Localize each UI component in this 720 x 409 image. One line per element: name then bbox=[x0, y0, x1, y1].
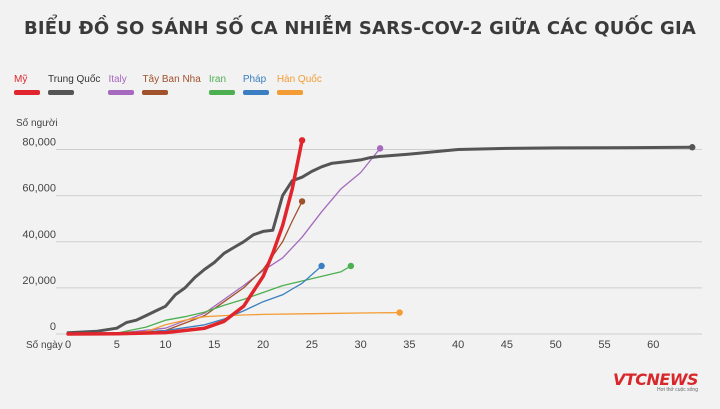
legend-item: Trung Quốc bbox=[48, 74, 100, 95]
legend-swatch bbox=[108, 90, 135, 95]
chart-title: BIỂU ĐỒ SO SÁNH SỐ CA NHIỄM SARS-COV-2 G… bbox=[23, 18, 697, 39]
legend-label: Trung Quốc bbox=[48, 74, 101, 85]
y-tick-label: 20,000 bbox=[22, 275, 56, 287]
series-line bbox=[67, 147, 381, 335]
series-line bbox=[66, 145, 694, 335]
legend-item: Tây Ban Nha bbox=[142, 74, 201, 95]
y-tick-label: 40,000 bbox=[22, 229, 56, 241]
series-end-point bbox=[298, 137, 306, 144]
legend-swatch bbox=[48, 90, 74, 95]
legend-swatch bbox=[208, 90, 235, 95]
x-tick-label: 5 bbox=[114, 339, 120, 351]
y-tick-label: 80,000 bbox=[22, 137, 56, 149]
y-tick-label: 60,000 bbox=[22, 183, 56, 195]
series-end-point bbox=[347, 262, 355, 270]
brand-name: VTCNEWS bbox=[612, 370, 699, 389]
legend-item: Hàn Quốc bbox=[276, 74, 322, 95]
legend-swatch bbox=[242, 90, 269, 95]
x-tick-label: 30 bbox=[354, 339, 366, 351]
x-tick-label: 10 bbox=[159, 339, 171, 351]
x-tick-label: 35 bbox=[403, 339, 415, 351]
x-tick-label: 55 bbox=[598, 339, 610, 351]
legend-label: Italy bbox=[108, 74, 127, 85]
legend-swatch bbox=[14, 90, 40, 95]
y-axis-label: Số người bbox=[16, 117, 58, 129]
x-tick-label: 60 bbox=[647, 339, 659, 351]
grid-lines bbox=[56, 149, 702, 335]
y-tick-label: 0 bbox=[50, 321, 56, 333]
series-end-point bbox=[689, 144, 696, 151]
legend-label: Tây Ban Nha bbox=[142, 74, 201, 85]
x-tick-label: 15 bbox=[208, 339, 220, 351]
x-tick-label: 0 bbox=[65, 339, 71, 351]
x-axis-label: Số ngày bbox=[26, 339, 63, 351]
series-lines bbox=[66, 137, 696, 336]
legend-item: Pháp bbox=[242, 74, 269, 95]
x-tick-label: 45 bbox=[501, 339, 513, 351]
series-end-point bbox=[396, 309, 403, 316]
axis-labels: 0 20,000 40,000 60,000 80,000 Số người Số ngày… bbox=[16, 117, 659, 351]
vtcnews-logo: VTCNEWS Hơi thở cuộc sống bbox=[612, 370, 699, 393]
x-tick-label: 20 bbox=[257, 339, 269, 351]
legend-item: Italy bbox=[108, 74, 135, 95]
legend-swatch bbox=[142, 90, 169, 95]
legend-label: Hàn Quốc bbox=[276, 74, 322, 85]
series-line bbox=[66, 138, 304, 336]
series-end-point bbox=[376, 145, 384, 152]
legend: Mỹ Trung Quốc Italy Tây Ban Nha Iran Pháp Hàn … bbox=[14, 74, 322, 95]
legend-label: Pháp bbox=[242, 74, 267, 85]
brand-tagline: Hơi thở cuộc sống bbox=[656, 387, 698, 393]
x-tick-label: 50 bbox=[550, 339, 562, 351]
x-tick-label: 40 bbox=[452, 339, 464, 351]
x-tick-label: 25 bbox=[306, 339, 318, 351]
legend-item: Iran bbox=[208, 74, 235, 95]
legend-swatch bbox=[276, 90, 303, 95]
legend-label: Mỹ bbox=[14, 74, 28, 85]
series-end-point bbox=[298, 198, 306, 205]
series-line bbox=[67, 265, 352, 335]
legend-item: Mỹ bbox=[14, 74, 40, 95]
legend-label: Iran bbox=[208, 74, 227, 85]
series-end-point bbox=[318, 262, 325, 270]
